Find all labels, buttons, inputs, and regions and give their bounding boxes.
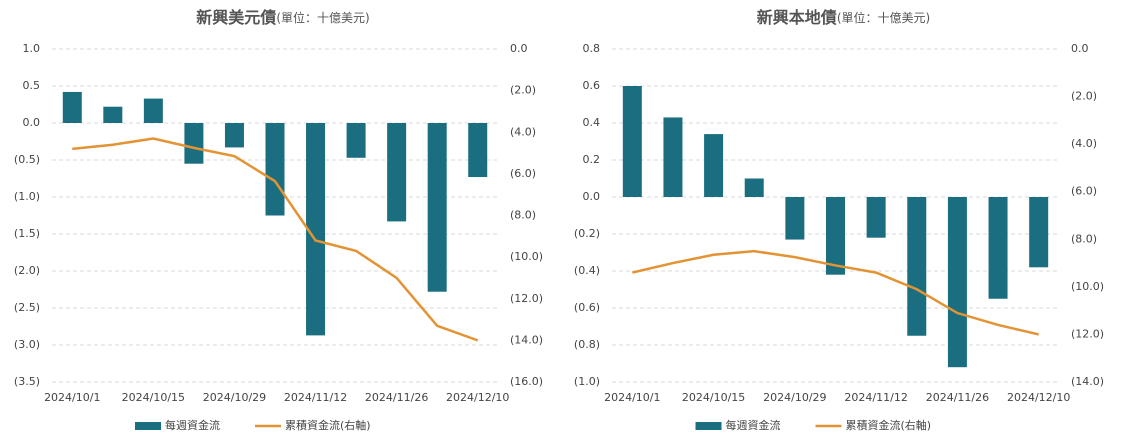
bar [866, 197, 886, 238]
y-tick-label: 0.0 [583, 190, 601, 203]
chart-title: 新興美元債(單位：十億美元) [196, 8, 369, 27]
y2-tick-label: (2.0) [1071, 90, 1097, 103]
y-tick-label: (0.8) [574, 338, 600, 351]
y-tick-label: (0.4) [574, 264, 600, 277]
y2-tick-label: (10.0) [510, 250, 543, 263]
y2-tick-label: (14.0) [1071, 375, 1104, 388]
y-tick-label: (3.0) [14, 338, 40, 351]
x-tick-label: 2024/10/15 [122, 391, 185, 404]
x-tick-label: 2024/11/12 [284, 391, 347, 404]
bar [907, 197, 927, 336]
bar [143, 98, 163, 123]
y-tick-label: (2.0) [14, 264, 40, 277]
y2-tick-label: (14.0) [510, 333, 543, 346]
line [72, 137, 479, 342]
y-tick-label: 0.2 [583, 153, 601, 166]
x-tick-label: 2024/10/1 [44, 391, 100, 404]
chart-title: 新興本地債(單位：十億美元) [757, 8, 930, 27]
bar [947, 197, 967, 368]
title-main: 新興本地債 [757, 8, 837, 27]
bar [1029, 197, 1049, 268]
bar [103, 106, 123, 123]
y2-tick-label: (8.0) [510, 209, 536, 222]
legend-label: 每週資金流 [165, 418, 220, 432]
title-unit: (單位：十億美元) [837, 10, 930, 25]
y-tick-label: (0.5) [14, 153, 40, 166]
y2-tick-label: (2.0) [510, 84, 536, 97]
y2-tick-label: (10.0) [1071, 280, 1104, 293]
title-main: 新興美元債 [196, 8, 276, 27]
x-tick-label: 2024/12/10 [1007, 391, 1070, 404]
x-tick-label: 2024/11/12 [844, 391, 907, 404]
legend-label: 累積資金流(右軸) [846, 418, 932, 432]
bar [988, 197, 1008, 299]
y2-tick-label: (4.0) [1071, 137, 1097, 150]
x-tick-label: 2024/12/10 [446, 391, 509, 404]
bar [427, 123, 447, 292]
y-tick-label: (1.5) [14, 227, 40, 240]
bar [704, 134, 724, 197]
x-tick-label: 2024/10/15 [682, 391, 745, 404]
y-tick-label: 0.5 [23, 79, 41, 92]
x-tick-label: 2024/11/26 [365, 391, 428, 404]
y2-tick-label: (16.0) [510, 375, 543, 388]
y2-tick-label: (8.0) [1071, 232, 1097, 245]
bar [62, 91, 82, 123]
bar [346, 123, 366, 158]
title-unit: (單位：十億美元) [276, 10, 369, 25]
y-tick-label: 0.0 [23, 116, 41, 129]
line [632, 249, 1039, 336]
bar [184, 123, 204, 164]
y2-tick-label: (12.0) [510, 292, 543, 305]
legend-swatch [695, 422, 722, 430]
y-tick-label: (1.0) [574, 375, 600, 388]
bar [387, 123, 407, 222]
x-tick-label: 2024/10/29 [203, 391, 266, 404]
bar [826, 197, 845, 275]
legend-label: 累積資金流(右軸) [285, 418, 371, 432]
x-tick-label: 2024/10/1 [604, 391, 660, 404]
bar [468, 123, 488, 178]
y2-tick-label: (4.0) [510, 125, 536, 138]
y2-tick-label: 0.0 [1071, 42, 1089, 55]
bar [744, 178, 764, 197]
y-tick-label: (0.6) [574, 301, 600, 314]
bar [622, 86, 642, 197]
y-tick-label: (1.0) [14, 190, 40, 203]
x-tick-label: 2024/11/26 [926, 391, 989, 404]
y2-tick-label: (6.0) [510, 167, 536, 180]
bar [306, 123, 326, 336]
bar [663, 117, 683, 197]
legend-label: 每週資金流 [726, 418, 781, 432]
y2-tick-label: (6.0) [1071, 185, 1097, 198]
y-tick-label: (0.2) [574, 227, 600, 240]
legend-swatch [135, 422, 161, 430]
x-tick-label: 2024/10/29 [763, 391, 826, 404]
y-tick-label: (3.5) [14, 375, 40, 388]
y-tick-label: 0.4 [583, 116, 601, 129]
y-tick-label: (2.5) [14, 301, 40, 314]
bar [224, 123, 244, 148]
y2-tick-label: (12.0) [1071, 327, 1104, 340]
y-tick-label: 1.0 [23, 42, 41, 55]
y-tick-label: 0.6 [583, 79, 601, 92]
bar [785, 197, 805, 240]
y2-tick-label: 0.0 [510, 42, 528, 55]
y-tick-label: 0.8 [583, 42, 601, 55]
bar [265, 123, 285, 216]
